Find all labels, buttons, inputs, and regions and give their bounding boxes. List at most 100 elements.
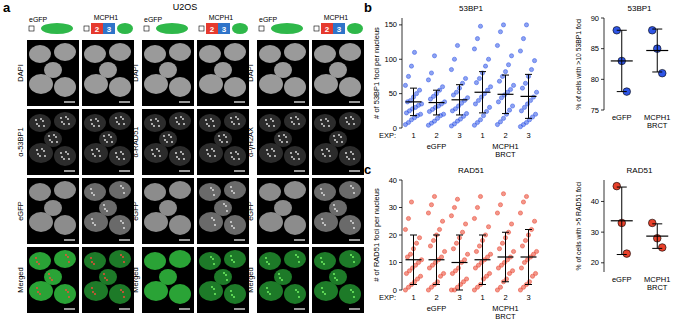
focus bbox=[323, 263, 325, 265]
focus bbox=[48, 273, 50, 275]
data-point bbox=[495, 211, 499, 215]
data-point bbox=[524, 194, 528, 198]
nucleus bbox=[259, 252, 281, 270]
data-point bbox=[441, 112, 445, 116]
focus bbox=[39, 155, 41, 157]
data-point bbox=[472, 47, 476, 51]
scale-bar bbox=[294, 239, 305, 240]
tag-box bbox=[84, 26, 89, 31]
scale-bar bbox=[179, 308, 190, 309]
focus bbox=[43, 125, 45, 127]
focus bbox=[178, 158, 180, 160]
focus bbox=[321, 123, 323, 125]
nucleus bbox=[339, 284, 361, 304]
data-point bbox=[486, 225, 490, 229]
nucleus bbox=[29, 45, 51, 63]
data-point bbox=[483, 64, 487, 68]
data-point bbox=[519, 266, 523, 270]
micrograph bbox=[312, 178, 364, 244]
data-point bbox=[439, 255, 443, 259]
focus bbox=[323, 194, 325, 196]
focus bbox=[328, 125, 330, 127]
data-point bbox=[658, 69, 666, 77]
focus bbox=[233, 123, 235, 125]
image-background bbox=[257, 178, 309, 244]
focus bbox=[65, 116, 67, 118]
focus bbox=[180, 116, 182, 118]
focus bbox=[157, 120, 159, 122]
y-tick-label: 20 bbox=[591, 258, 599, 267]
sd-error-bar bbox=[456, 85, 463, 115]
focus bbox=[35, 257, 37, 259]
scale-bar bbox=[234, 308, 245, 309]
cell-line: U2OS bbox=[173, 2, 198, 12]
focus bbox=[352, 256, 354, 258]
focus bbox=[352, 118, 354, 120]
tag-box bbox=[199, 26, 204, 31]
brct-domain bbox=[218, 23, 230, 34]
sd-error-bar bbox=[502, 75, 509, 114]
nucleus bbox=[54, 181, 76, 199]
focus bbox=[334, 277, 336, 279]
data-point bbox=[523, 238, 527, 242]
focus bbox=[283, 134, 285, 136]
data-point bbox=[532, 59, 536, 63]
y-tick-label: 100 bbox=[384, 55, 397, 64]
focus bbox=[92, 291, 94, 293]
focus bbox=[205, 119, 207, 121]
scale-bar bbox=[119, 308, 130, 309]
micrograph bbox=[142, 40, 194, 106]
data-point bbox=[503, 70, 507, 74]
scale-bar bbox=[294, 308, 305, 309]
focus bbox=[238, 158, 240, 160]
focus bbox=[91, 149, 93, 151]
data-point bbox=[487, 271, 491, 275]
data-point bbox=[465, 252, 469, 256]
focus bbox=[270, 118, 272, 120]
egfp-shape bbox=[156, 23, 188, 34]
x-tick-label: MCPH1BRCT bbox=[644, 275, 670, 292]
focus bbox=[350, 220, 352, 222]
focus bbox=[68, 158, 70, 160]
nucleus bbox=[214, 269, 232, 285]
focus bbox=[123, 261, 125, 263]
x-axis-label: EXP: bbox=[379, 293, 396, 302]
focus bbox=[323, 125, 325, 127]
y-tick-label: 150 bbox=[384, 20, 397, 29]
row-label: Merged bbox=[16, 267, 25, 292]
focus bbox=[267, 291, 269, 293]
focus bbox=[334, 139, 336, 141]
focus bbox=[223, 272, 225, 274]
sd-error-bar bbox=[479, 72, 486, 113]
data-point bbox=[533, 112, 537, 116]
focus bbox=[37, 153, 39, 155]
nucleus bbox=[54, 215, 76, 235]
data-point bbox=[521, 200, 525, 204]
nucleus bbox=[109, 284, 131, 304]
focus bbox=[123, 227, 125, 229]
egfp-shape bbox=[117, 23, 133, 34]
focus bbox=[230, 186, 232, 188]
focus bbox=[104, 139, 106, 141]
data-point bbox=[658, 244, 666, 252]
image-background bbox=[197, 247, 249, 313]
nucleus bbox=[29, 114, 51, 132]
y-axis-label: # of 53BP1 foci per nucleus bbox=[372, 27, 381, 119]
focus bbox=[233, 192, 235, 194]
focus bbox=[346, 121, 348, 123]
focus bbox=[211, 148, 213, 150]
focus bbox=[96, 148, 98, 150]
nucleus bbox=[109, 146, 131, 166]
row-label: Merged bbox=[131, 267, 140, 292]
x-tick-label: 3 bbox=[526, 293, 530, 302]
data-point bbox=[531, 95, 535, 99]
image-background bbox=[142, 109, 194, 175]
focus bbox=[164, 139, 166, 141]
nucleus bbox=[159, 200, 177, 216]
y-tick bbox=[399, 180, 402, 181]
nucleus bbox=[54, 250, 76, 268]
focus bbox=[212, 189, 214, 191]
focus bbox=[350, 289, 352, 291]
focus bbox=[297, 153, 299, 155]
focus bbox=[298, 123, 300, 125]
